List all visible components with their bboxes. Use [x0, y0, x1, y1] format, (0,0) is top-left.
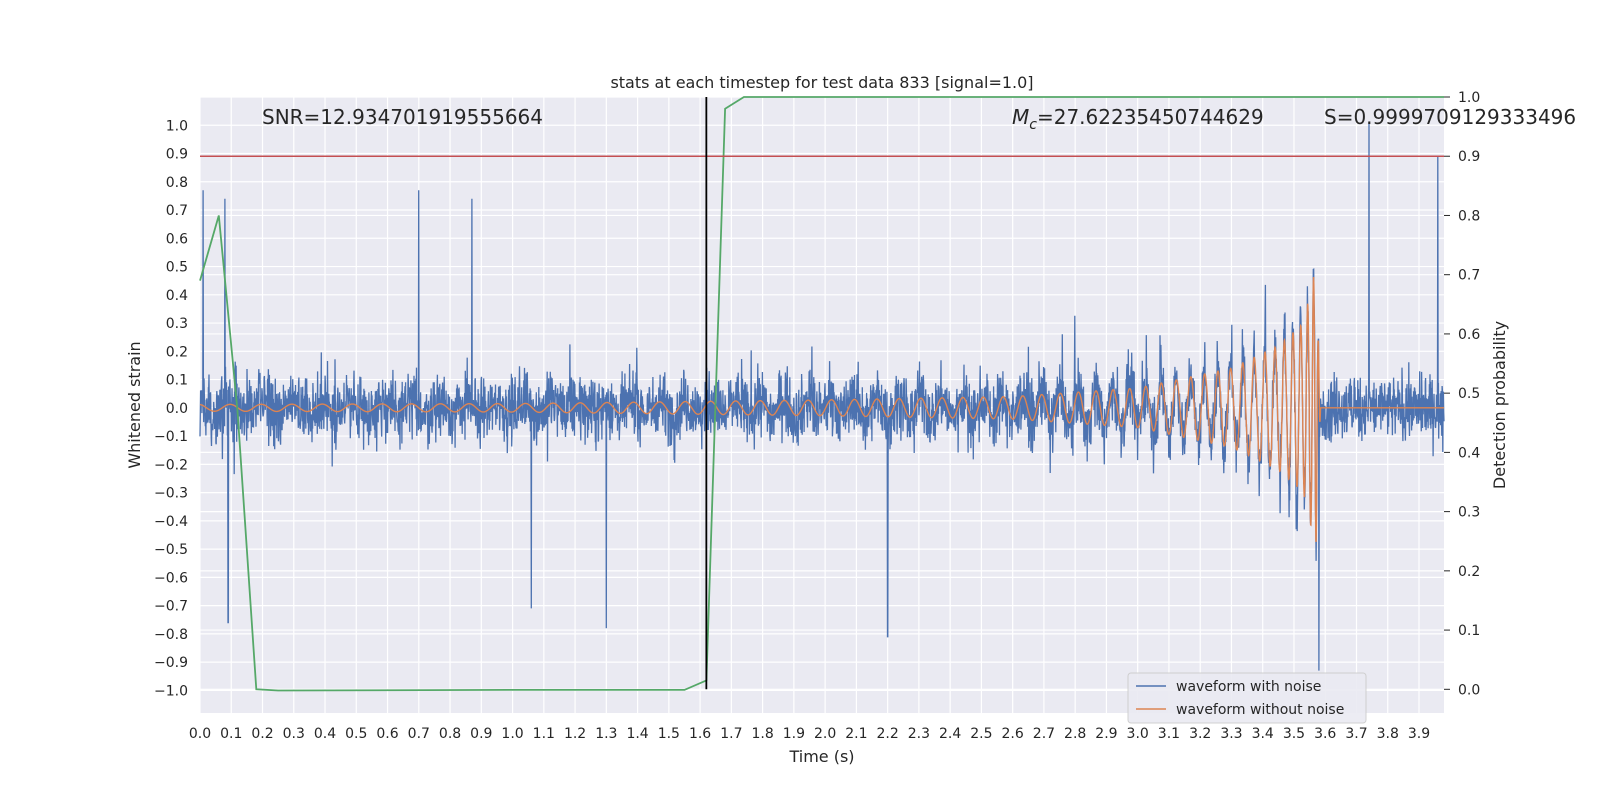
- y-left-tick-label: −1.0: [154, 683, 188, 699]
- y-left-tick-label: −0.9: [154, 655, 188, 671]
- y-right-tick-label: 0.8: [1458, 208, 1480, 224]
- x-tick-label: 1.6: [689, 726, 711, 742]
- mc-symbol: M: [1012, 105, 1029, 129]
- x-tick-label: 2.3: [908, 726, 930, 742]
- x-ticks: 0.0 0.1 0.2 0.3 0.4 0.5 0.6 0.7 0.8 0.9 1.0 1.1 1.2 1…: [189, 726, 1430, 742]
- y-left-tick-label: 0.1: [166, 373, 188, 389]
- y-left-tick-label: 0.3: [166, 316, 188, 332]
- y-left-tick-label: 0.5: [166, 260, 188, 276]
- x-tick-label: 3.8: [1377, 726, 1399, 742]
- x-tick-label: 2.9: [1095, 726, 1117, 742]
- chart-title: stats at each timestep for test data 833…: [610, 73, 1033, 92]
- y-left-tick-label: 0.8: [166, 175, 188, 191]
- legend-box: [1127, 672, 1367, 724]
- x-tick-label: 2.5: [970, 726, 992, 742]
- x-tick-label: 1.8: [751, 726, 773, 742]
- y-left-tick-label: 0.4: [166, 288, 188, 304]
- y-left-tick-label: −0.5: [154, 542, 188, 558]
- x-tick-label: 3.3: [1220, 726, 1242, 742]
- x-tick-label: 1.3: [595, 726, 617, 742]
- y-left-tick-label: 0.9: [166, 147, 188, 163]
- reference-lines: [200, 97, 1444, 690]
- x-tick-label: 1.9: [783, 726, 805, 742]
- x-tick-label: 1.1: [533, 726, 555, 742]
- y-left-tick-label: −0.2: [154, 457, 188, 473]
- y-left-tick-label: 0.7: [166, 203, 188, 219]
- x-tick-label: 0.2: [251, 726, 273, 742]
- y-left-tick-label: −0.8: [154, 627, 188, 643]
- x-tick-label: 0.5: [345, 726, 367, 742]
- clean-series: [199, 276, 1444, 543]
- clean-trace: [199, 276, 1444, 543]
- x-tick-label: 1.5: [658, 726, 680, 742]
- y-right-tick-label: 0.3: [1458, 505, 1480, 521]
- x-tick-label: 0.9: [470, 726, 492, 742]
- x-tick-label: 1.0: [501, 726, 523, 742]
- s-annotation: S=0.9999709129333496: [1324, 105, 1576, 129]
- x-tick-label: 1.2: [564, 726, 586, 742]
- y-right-tick-label: 0.5: [1458, 386, 1480, 402]
- x-tick-label: 0.4: [314, 726, 336, 742]
- y-right-tick-label: 0.1: [1458, 623, 1480, 639]
- legend-entry-noise: waveform with noise: [1176, 679, 1321, 695]
- y-left-tick-label: 1.0: [166, 118, 188, 134]
- x-tick-label: 3.1: [1158, 726, 1180, 742]
- y-axis-label-left: Whitened strain: [125, 341, 144, 468]
- x-tick-label: 2.8: [1064, 726, 1086, 742]
- x-tick-label: 3.9: [1408, 726, 1430, 742]
- y-left-tick-label: −0.4: [154, 514, 188, 530]
- x-tick-label: 1.7: [720, 726, 742, 742]
- y-axis-label-right: Detection probability: [1490, 321, 1509, 489]
- y-right-tick-label: 1.0: [1458, 90, 1480, 106]
- mc-value: =27.62235450744629: [1037, 105, 1264, 129]
- x-tick-label: 3.5: [1283, 726, 1305, 742]
- x-tick-label: 0.6: [376, 726, 398, 742]
- x-tick-label: 2.0: [814, 726, 836, 742]
- y-right-tick-label: 0.6: [1458, 327, 1480, 343]
- x-tick-label: 3.2: [1189, 726, 1211, 742]
- snr-annotation: SNR=12.934701919555664: [262, 105, 543, 129]
- x-tick-label: 3.0: [1127, 726, 1149, 742]
- y-left-tick-label: 0.0: [166, 401, 188, 417]
- legend-entry-clean: waveform without noise: [1176, 702, 1344, 718]
- y-left-tick-label: −0.1: [154, 429, 188, 445]
- mc-subscript: c: [1029, 117, 1037, 133]
- y-ticks-right: 0.0 0.1 0.2 0.3 0.4 0.5 0.6 0.7 0.8 0.9 1.0: [1444, 90, 1480, 698]
- probability-line: [199, 96, 1444, 692]
- y-left-tick-label: 0.6: [166, 231, 188, 247]
- x-tick-label: 3.4: [1252, 726, 1274, 742]
- x-tick-label: 0.0: [189, 726, 211, 742]
- y-left-tick-label: −0.3: [154, 486, 188, 502]
- y-right-tick-label: 0.2: [1458, 564, 1480, 580]
- x-axis-label: Time (s): [788, 747, 854, 766]
- x-tick-label: 0.1: [220, 726, 242, 742]
- x-tick-label: 2.2: [877, 726, 899, 742]
- x-tick-label: 2.7: [1033, 726, 1055, 742]
- mc-annotation: Mc=27.62235450744629: [1012, 105, 1264, 133]
- probability-series: [199, 96, 1444, 692]
- y-right-tick-label: 0.4: [1458, 445, 1480, 461]
- x-tick-label: 0.8: [439, 726, 461, 742]
- y-left-tick-label: 0.2: [166, 344, 188, 360]
- y-right-tick-label: 0.9: [1458, 149, 1480, 165]
- x-tick-label: 2.6: [1002, 726, 1024, 742]
- x-tick-label: 2.1: [845, 726, 867, 742]
- y-right-tick-label: 0.7: [1458, 268, 1480, 284]
- y-right-tick-label: 0.0: [1458, 682, 1480, 698]
- x-tick-label: 3.6: [1314, 726, 1336, 742]
- x-tick-label: 0.7: [408, 726, 430, 742]
- x-tick-label: 2.4: [939, 726, 961, 742]
- y-ticks-left: −1.0 −0.9 −0.8 −0.7 −0.6 −0.5 −0.4 −0.3 −0.2 −0.1…: [154, 118, 188, 699]
- x-tick-label: 3.7: [1345, 726, 1367, 742]
- y-left-tick-label: −0.6: [154, 570, 188, 586]
- legend: waveform with noise waveform without noi…: [1127, 672, 1367, 724]
- y-left-tick-label: −0.7: [154, 599, 188, 615]
- x-tick-label: 1.4: [626, 726, 648, 742]
- x-tick-label: 0.3: [283, 726, 305, 742]
